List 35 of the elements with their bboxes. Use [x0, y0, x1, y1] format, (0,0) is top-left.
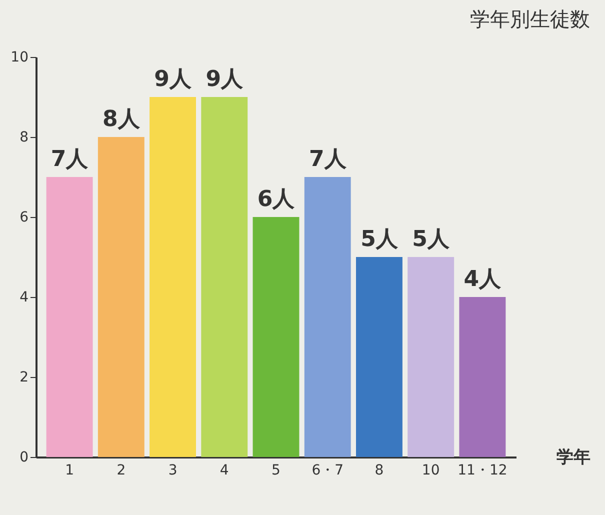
- data-label: 4人: [464, 267, 502, 292]
- bar: [459, 297, 506, 457]
- x-tick-label: 10: [422, 462, 440, 478]
- x-axis-title: 学年: [556, 448, 590, 468]
- x-tick-label: 1: [65, 462, 74, 478]
- y-tick-label: 2: [20, 370, 28, 386]
- bar: [356, 257, 402, 457]
- x-tick-label: 6・7: [312, 462, 344, 478]
- chart-title: 学年別生徒数: [470, 7, 590, 31]
- bar: [46, 177, 93, 457]
- x-tick-label: 8: [374, 462, 384, 478]
- data-label: 6人: [257, 187, 296, 212]
- data-label: 8人: [102, 107, 141, 132]
- bar: [408, 257, 454, 457]
- y-tick-label: 0: [20, 450, 28, 466]
- data-label: 7人: [50, 147, 90, 172]
- data-label: 5人: [360, 227, 399, 252]
- bar: [252, 217, 300, 457]
- x-tick-label: 5: [272, 462, 280, 478]
- x-tick-label: 3: [168, 462, 178, 478]
- data-label: 5人: [412, 227, 450, 252]
- y-tick-label: 10: [10, 50, 28, 66]
- data-label: 9人: [154, 67, 192, 92]
- bar: [98, 137, 144, 457]
- bar: [201, 97, 248, 457]
- bar: [304, 177, 351, 457]
- x-tick-label: 2: [116, 462, 126, 478]
- bar: [150, 97, 196, 457]
- y-tick-label: 8: [20, 130, 28, 146]
- y-tick-label: 4: [20, 290, 29, 306]
- data-label: 9人: [206, 67, 244, 92]
- data-label: 7人: [308, 147, 348, 172]
- x-tick-label: 4: [220, 462, 229, 478]
- x-tick-label: 11・12: [458, 462, 508, 478]
- y-tick-label: 6: [20, 210, 29, 226]
